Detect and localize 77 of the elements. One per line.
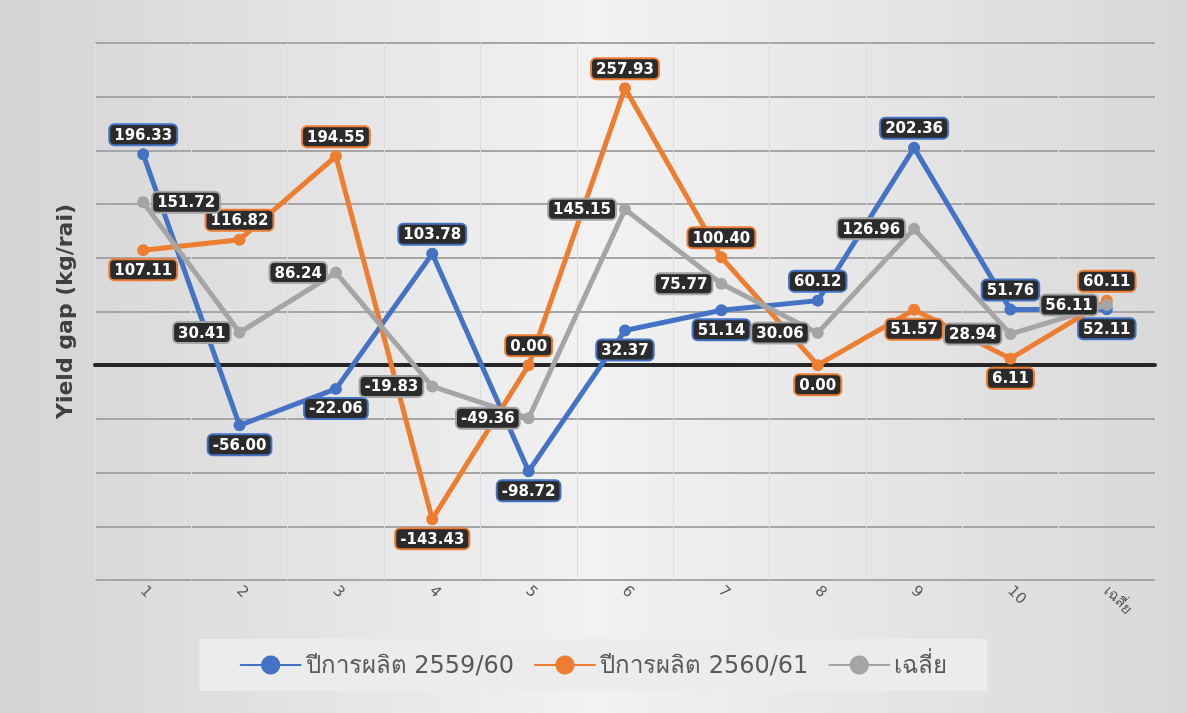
- data-label: -22.06: [309, 399, 363, 418]
- point: [137, 244, 150, 257]
- data-label: -143.43: [400, 529, 465, 548]
- point: [908, 222, 921, 235]
- point: [233, 233, 246, 246]
- data-label: 75.77: [659, 274, 708, 293]
- data-label: 28.94: [949, 325, 997, 344]
- x-tick-label: 2: [233, 581, 253, 602]
- point: [811, 326, 824, 339]
- x-tick-label: 7: [715, 581, 735, 602]
- legend-label: ปีการผลิต 2560/61: [599, 651, 809, 679]
- x-tick-label: 9: [907, 581, 928, 602]
- data-label: -56.00: [212, 435, 267, 454]
- point: [1004, 352, 1017, 365]
- data-label: 151.72: [157, 193, 216, 212]
- data-label: 52.11: [1083, 319, 1131, 338]
- point: [233, 419, 246, 432]
- point: [619, 324, 631, 337]
- data-label: 30.41: [178, 323, 226, 342]
- x-tick-label: 5: [522, 581, 542, 602]
- legend-label: เฉลี่ย: [894, 648, 948, 679]
- point: [715, 251, 728, 264]
- x-tick-label: 10: [1004, 581, 1031, 608]
- point: [329, 266, 342, 279]
- point: [426, 380, 439, 393]
- data-label: 51.76: [986, 281, 1035, 300]
- point: [137, 148, 150, 161]
- point: [908, 303, 921, 316]
- x-tick-label: 6: [618, 581, 639, 602]
- data-label: 56.11: [1045, 295, 1093, 314]
- point: [1100, 298, 1113, 311]
- data-label: 51.14: [697, 320, 746, 339]
- data-label: 196.33: [114, 125, 173, 144]
- y-axis-title: Yield gap (kg/rai): [51, 203, 77, 421]
- point: [522, 412, 535, 425]
- data-label: 86.24: [274, 263, 322, 282]
- point: [329, 382, 342, 395]
- x-tick-label: 8: [811, 581, 831, 602]
- data-label: 32.37: [601, 340, 649, 359]
- point: [233, 326, 246, 339]
- point: [426, 513, 439, 526]
- data-label: 202.36: [885, 119, 944, 138]
- point: [426, 247, 439, 260]
- data-label: 60.11: [1083, 272, 1131, 291]
- x-tick-label: 3: [329, 581, 350, 602]
- data-label: 194.55: [306, 127, 365, 146]
- data-label: 107.11: [114, 260, 173, 279]
- x-tick-label: 4: [425, 581, 446, 602]
- legend-label: ปีการผลิต 2559/60: [304, 651, 515, 679]
- point: [715, 304, 728, 317]
- point: [619, 82, 631, 95]
- point: [522, 359, 535, 372]
- data-label: -19.83: [364, 377, 419, 396]
- point: [522, 465, 535, 478]
- point: [715, 277, 728, 290]
- data-label: 103.78: [403, 225, 462, 244]
- x-tick-label: 1: [136, 581, 157, 602]
- data-label: 51.57: [890, 320, 938, 339]
- point: [811, 359, 824, 372]
- point: [908, 141, 921, 154]
- data-label: 145.15: [553, 200, 611, 219]
- data-label: 30.06: [756, 323, 804, 342]
- data-label: 0.00: [510, 336, 548, 355]
- data-label: -98.72: [501, 481, 556, 500]
- data-label: 100.40: [692, 228, 751, 247]
- point: [137, 196, 150, 209]
- data-label: 116.82: [210, 211, 269, 230]
- data-label: -49.36: [460, 409, 515, 428]
- point: [329, 150, 342, 163]
- point: [1004, 328, 1017, 341]
- point: [1004, 303, 1017, 316]
- data-label: 60.12: [794, 272, 842, 291]
- data-label: 0.00: [799, 375, 837, 394]
- data-label: 126.96: [842, 219, 901, 238]
- data-label: 6.11: [991, 369, 1029, 388]
- data-label: 257.93: [596, 59, 654, 78]
- point: [811, 294, 824, 307]
